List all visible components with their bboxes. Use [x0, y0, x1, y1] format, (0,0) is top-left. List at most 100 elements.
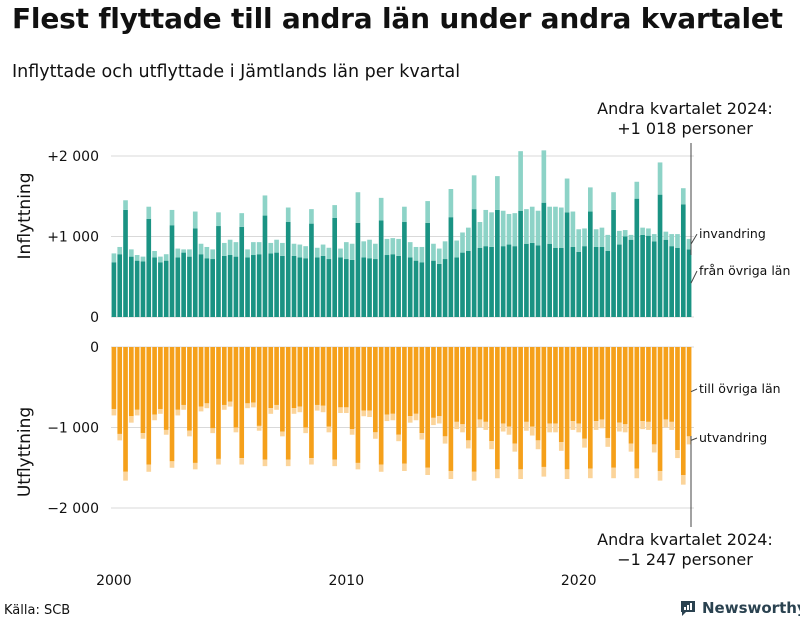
outflow-bar-utvandring — [529, 426, 535, 436]
outflow-bar-utvandring — [634, 468, 640, 479]
inflow-bar-fran-ovriga-lan — [285, 222, 291, 317]
outflow-bar-utvandring — [158, 408, 163, 414]
outflow-bar-utvandring — [686, 436, 692, 445]
inflow-bar-fran-ovriga-lan — [448, 217, 454, 317]
outflow-bar-utvandring — [256, 425, 262, 431]
annotation-outflow-line2: −1 247 personer — [617, 550, 753, 569]
outflow-bar-till-ovriga-lan — [303, 347, 308, 428]
outflow-bar-till-ovriga-lan — [506, 347, 512, 427]
outflow-bar-utvandring — [378, 464, 384, 472]
outflow-bar-utvandring — [297, 406, 303, 413]
outflow-bar-utvandring — [553, 423, 558, 433]
inflow-bar-fran-ovriga-lan — [146, 218, 152, 317]
outflow-bar-till-ovriga-lan — [355, 347, 361, 463]
inflow-bar-fran-ovriga-lan — [477, 247, 483, 317]
inflow-bar-invandring — [518, 151, 523, 211]
inflow-bar-fran-ovriga-lan — [558, 247, 564, 317]
outflow-bar-utvandring — [663, 419, 669, 428]
inflow-bar-fran-ovriga-lan — [483, 246, 489, 317]
outflow-bar-till-ovriga-lan — [646, 347, 651, 422]
inflow-bar-invandring — [663, 231, 669, 240]
outflow-bar-till-ovriga-lan — [169, 347, 175, 462]
inflow-bar-fran-ovriga-lan — [541, 202, 547, 317]
inflow-bar-fran-ovriga-lan — [686, 249, 692, 317]
inflow-bar-invandring — [599, 227, 605, 247]
outflow-bar-utvandring — [460, 424, 465, 433]
outflow-bar-utvandring — [198, 406, 204, 412]
inflow-bar-fran-ovriga-lan — [280, 255, 285, 317]
outflow-bar-till-ovriga-lan — [262, 347, 268, 460]
outflow-bar-till-ovriga-lan — [338, 347, 343, 408]
legend-utvandring: utvandring — [699, 430, 767, 445]
outflow-bar-utvandring — [314, 404, 320, 411]
inflow-bar-invandring — [553, 206, 558, 248]
inflow-bar-invandring — [651, 234, 657, 242]
outflow-bar-till-ovriga-lan — [553, 347, 558, 424]
inflow-bar-fran-ovriga-lan — [239, 226, 245, 317]
inflow-bar-invandring — [169, 209, 175, 226]
inflow-bar-fran-ovriga-lan — [129, 256, 134, 317]
outflow-bar-till-ovriga-lan — [663, 347, 669, 420]
outflow-bar-till-ovriga-lan — [227, 347, 233, 402]
outflow-bar-utvandring — [303, 427, 308, 434]
x-tick-label: 2010 — [328, 573, 364, 589]
outflow-bar-till-ovriga-lan — [384, 347, 390, 415]
inflow-bar-invandring — [245, 249, 250, 258]
inflow-bar-fran-ovriga-lan — [680, 204, 686, 317]
inflow-bar-invandring — [413, 246, 419, 261]
outflow-bar-till-ovriga-lan — [686, 347, 692, 437]
outflow-bar-utvandring — [326, 426, 332, 433]
outflow-bar-utvandring — [541, 466, 547, 477]
outflow-bar-till-ovriga-lan — [378, 347, 384, 465]
outflow-bar-utvandring — [518, 469, 523, 480]
inflow-bar-fran-ovriga-lan — [349, 259, 355, 317]
inflow-bar-invandring — [390, 238, 396, 255]
inflow-bar-invandring — [216, 212, 221, 227]
annotation-outflow-latest: Andra kvartalet 2024: −1 247 personer — [580, 530, 790, 570]
inflow-bar-fran-ovriga-lan — [442, 259, 448, 317]
inflow-bar-fran-ovriga-lan — [373, 259, 378, 317]
inflow-bar-invandring — [669, 234, 674, 247]
inflow-bar-invandring — [582, 228, 587, 247]
inflow-bar-fran-ovriga-lan — [535, 245, 541, 317]
inflow-bar-invandring — [605, 234, 611, 251]
outflow-bar-utvandring — [152, 414, 157, 421]
outflow-bar-till-ovriga-lan — [436, 347, 442, 417]
outflow-bar-utvandring — [192, 462, 198, 470]
inflow-bar-fran-ovriga-lan — [227, 255, 233, 317]
newsworthy-logo-text: Newsworthy — [702, 599, 800, 617]
inflow-bar-invandring — [314, 247, 320, 258]
outflow-bar-utvandring — [628, 443, 634, 452]
outflow-bar-till-ovriga-lan — [402, 347, 407, 464]
inflow-bar-fran-ovriga-lan — [355, 222, 361, 317]
inflow-bar-fran-ovriga-lan — [512, 246, 518, 317]
inflow-bar-invandring — [384, 238, 390, 256]
outflow-bar-utvandring — [390, 413, 396, 421]
outflow-bar-till-ovriga-lan — [611, 347, 616, 468]
inflow-bar-invandring — [448, 189, 454, 218]
outflow-bar-utvandring — [134, 409, 140, 416]
outflow-bar-till-ovriga-lan — [669, 347, 674, 422]
outflow-bar-till-ovriga-lan — [309, 347, 314, 459]
inflow-bar-invandring — [134, 255, 140, 261]
outflow-bar-till-ovriga-lan — [547, 347, 552, 424]
outflow-bar-utvandring — [129, 416, 134, 423]
inflow-bar-invandring — [187, 249, 192, 257]
inflow-bar-fran-ovriga-lan — [518, 210, 523, 317]
outflow-bar-utvandring — [512, 443, 518, 452]
inflow-bar-fran-ovriga-lan — [396, 255, 401, 317]
outflow-bar-till-ovriga-lan — [343, 347, 349, 408]
outflow-bar-utvandring — [140, 433, 146, 439]
outflow-bar-till-ovriga-lan — [675, 347, 680, 451]
outflow-bar-utvandring — [251, 402, 256, 408]
x-tick-label: 2020 — [561, 573, 597, 589]
outflow-bar-utvandring — [599, 419, 605, 429]
inflow-bar-invandring — [192, 211, 198, 229]
inflow-bar-fran-ovriga-lan — [216, 226, 221, 317]
inflow-bar-fran-ovriga-lan — [378, 220, 384, 317]
inflow-bar-fran-ovriga-lan — [332, 217, 338, 317]
outflow-bar-utvandring — [163, 429, 169, 435]
inflow-y-tick-label: 0 — [90, 310, 99, 326]
inflow-bar-invandring — [373, 243, 378, 260]
